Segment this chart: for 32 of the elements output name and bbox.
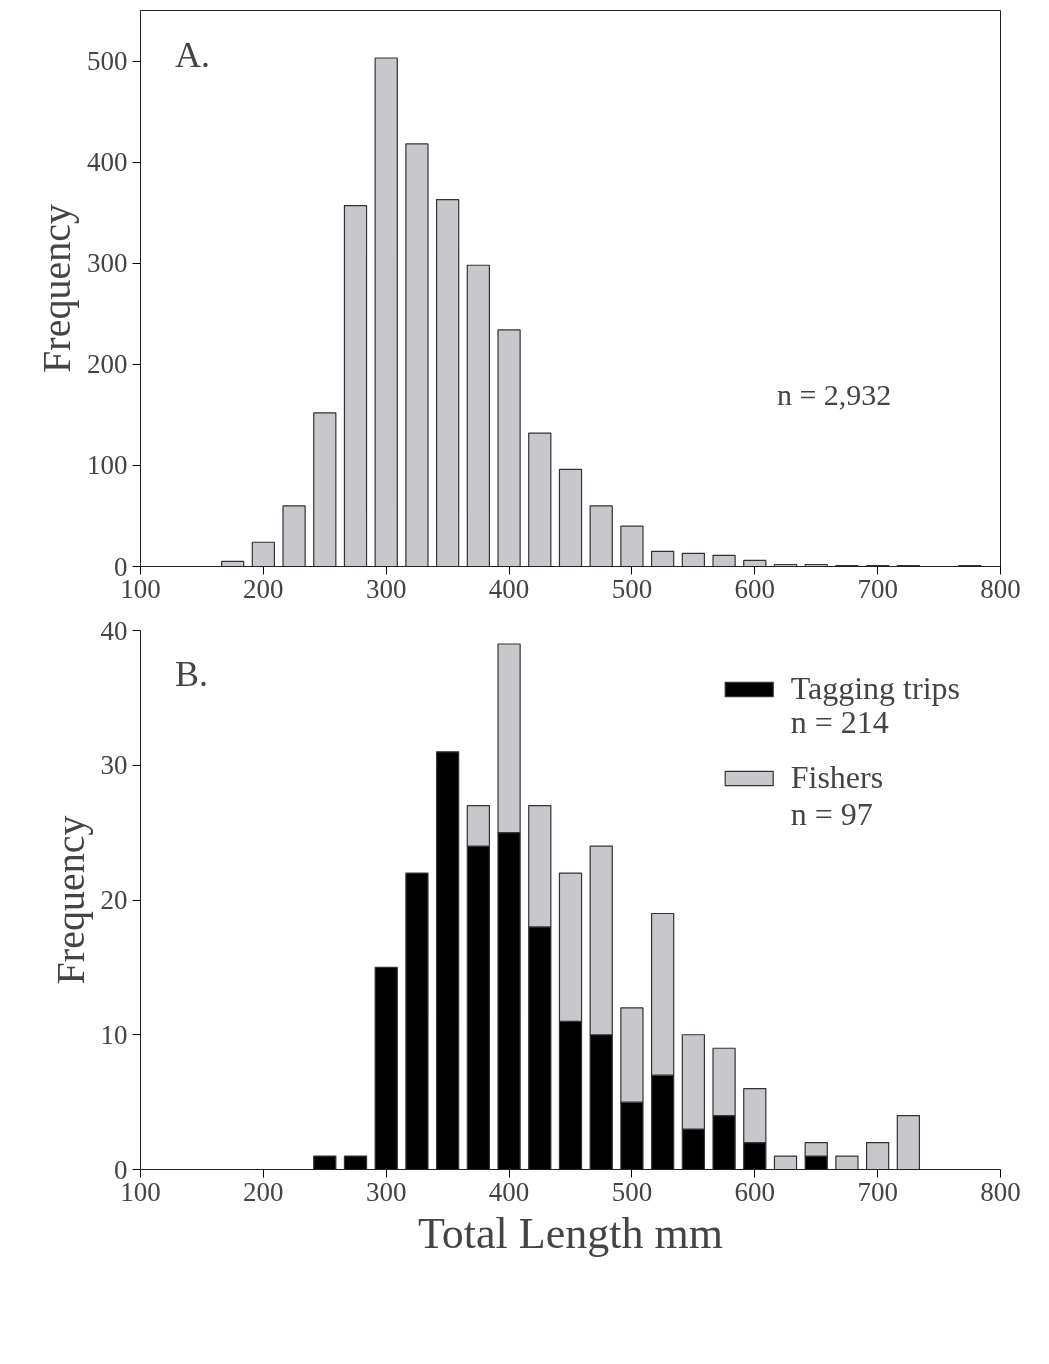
x-tick-label: 800 [980, 573, 1021, 604]
y-tick-label: 40 [100, 615, 128, 646]
x-tick-label: 200 [243, 573, 284, 604]
x-tick-label: 200 [243, 1176, 284, 1207]
x-tick-label: 500 [611, 1176, 653, 1207]
x-tick-label: 600 [734, 1176, 776, 1207]
y-tick-label: 30 [100, 750, 128, 781]
legend-label: Tagging trips [790, 670, 960, 707]
x-tick-label: 300 [365, 573, 407, 604]
legend-label: Fishers [790, 759, 884, 796]
y-tick-label: 400 [87, 147, 128, 178]
y-tick-label: 200 [87, 349, 128, 380]
y-axis-title: Frequency [34, 204, 79, 373]
y-tick-label: 10 [100, 1019, 128, 1050]
annotation: A. [174, 34, 210, 75]
annotation: n = 97 [790, 795, 873, 832]
annotation: n = 2,932 [776, 377, 892, 411]
x-axis-title: Total Length mm [418, 1208, 723, 1258]
y-tick-label: 20 [100, 885, 128, 915]
x-tick-label: 700 [857, 573, 898, 604]
x-tick-label: 400 [488, 1176, 530, 1207]
x-tick-label: 700 [857, 1176, 898, 1207]
annotation: B. [174, 653, 208, 694]
x-tick-label: 400 [488, 573, 530, 604]
x-tick-label: 500 [611, 573, 653, 604]
y-axis-title: Frequency [47, 815, 93, 985]
x-tick-label: 800 [980, 1176, 1021, 1207]
x-tick-label: 300 [365, 1176, 407, 1207]
x-tick-label: 600 [734, 573, 776, 604]
y-tick-label: 500 [87, 46, 128, 77]
y-tick-label: 100 [87, 450, 128, 481]
y-tick-label: 300 [87, 248, 128, 279]
